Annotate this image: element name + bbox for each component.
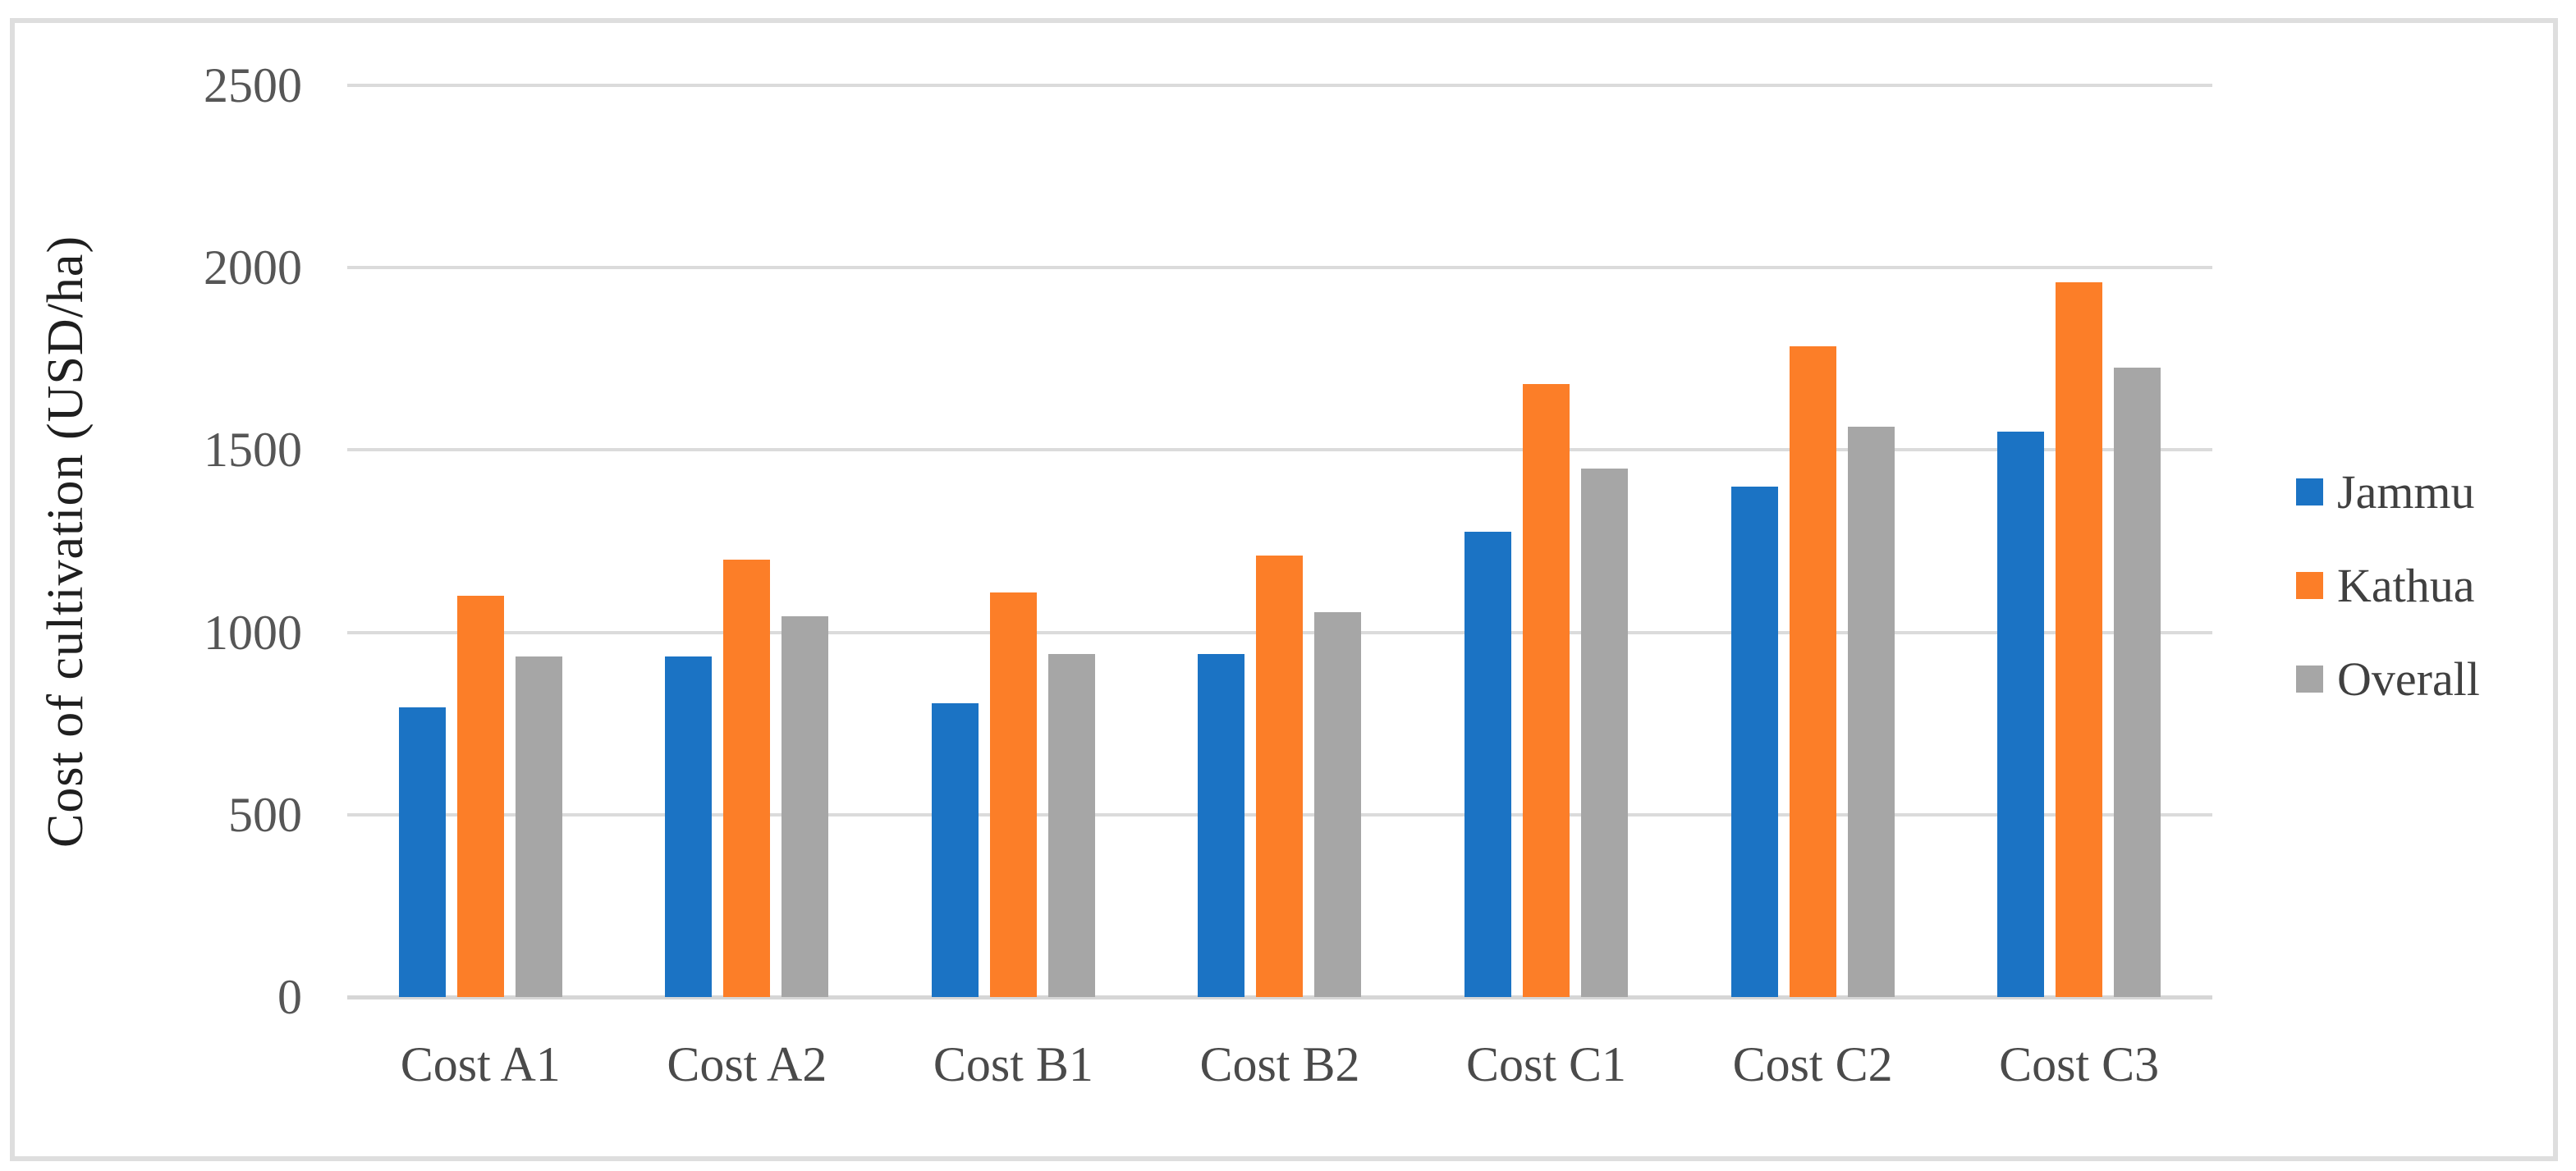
legend-swatch-icon (2296, 571, 2323, 599)
bar-kathua (989, 592, 1037, 997)
x-axis-line (347, 995, 2212, 999)
y-tick-label: 500 (228, 787, 302, 842)
bar-kathua (1256, 556, 1304, 997)
bar-jammu (1997, 432, 2045, 997)
bar-overall (1314, 612, 1362, 997)
y-tick-label: 2000 (204, 240, 302, 295)
bar-group: Cost B2 (1198, 85, 1362, 1091)
legend-swatch-icon (2296, 665, 2323, 693)
legend-label: Kathua (2337, 558, 2475, 612)
legend-item: Jammu (2296, 464, 2480, 519)
plot-area: Cost A1 Cost A2 Cost B1 Cost B2 Cost C1 Cost … (347, 84, 2212, 1091)
legend-item: Overall (2296, 652, 2480, 706)
bar-kathua (723, 559, 771, 997)
bar-overall (782, 615, 829, 997)
gridline (347, 448, 2212, 452)
y-tick-label: 1500 (204, 423, 302, 478)
bar-overall (1047, 654, 1095, 997)
bar-group: Cost C2 (1730, 85, 1895, 1091)
gridline (347, 266, 2212, 270)
y-tick-label: 0 (277, 970, 302, 1024)
bar-jammu (398, 707, 446, 997)
category-label: Cost C1 (1466, 1037, 1627, 1091)
bar-jammu (665, 656, 713, 997)
legend-item: Kathua (2296, 558, 2480, 612)
bar-kathua (456, 596, 504, 997)
bar-jammu (1730, 486, 1778, 997)
bar-groups: Cost A1 Cost A2 Cost B1 Cost B2 Cost C1 Cost … (347, 85, 2212, 1091)
y-tick-label: 1000 (204, 605, 302, 660)
bar-jammu (931, 703, 979, 997)
category-label: Cost A2 (667, 1037, 827, 1091)
bar-kathua (1789, 345, 1836, 997)
bar-group: Cost A2 (665, 85, 829, 1091)
bar-overall (515, 656, 562, 997)
gridline (347, 84, 2212, 87)
bar-group: Cost B1 (931, 85, 1095, 1091)
bar-group: Cost C1 (1464, 85, 1629, 1091)
bar-jammu (1198, 654, 1245, 997)
category-label: Cost B1 (933, 1037, 1093, 1091)
y-tick-label: 2500 (204, 58, 302, 112)
bar-kathua (1523, 384, 1570, 997)
bar-group: Cost A1 (398, 85, 562, 1091)
bar-group: Cost C3 (1997, 85, 2161, 1091)
category-label: Cost C2 (1732, 1037, 1893, 1091)
bar-overall (2114, 368, 2161, 997)
bar-jammu (1464, 532, 1512, 997)
category-label: Cost B2 (1199, 1037, 1360, 1091)
legend-label: Overall (2337, 652, 2480, 706)
legend-swatch-icon (2296, 478, 2323, 505)
category-label: Cost C3 (1999, 1037, 2160, 1091)
bar-overall (1581, 468, 1629, 997)
category-label: Cost A1 (400, 1037, 561, 1091)
bar-overall (1847, 426, 1895, 997)
y-axis-title: Cost of cultivation (USD/ha) (38, 235, 94, 848)
bar-kathua (2056, 281, 2103, 997)
legend-label: Jammu (2337, 464, 2475, 519)
legend: Jammu Kathua Overall (2296, 464, 2480, 706)
